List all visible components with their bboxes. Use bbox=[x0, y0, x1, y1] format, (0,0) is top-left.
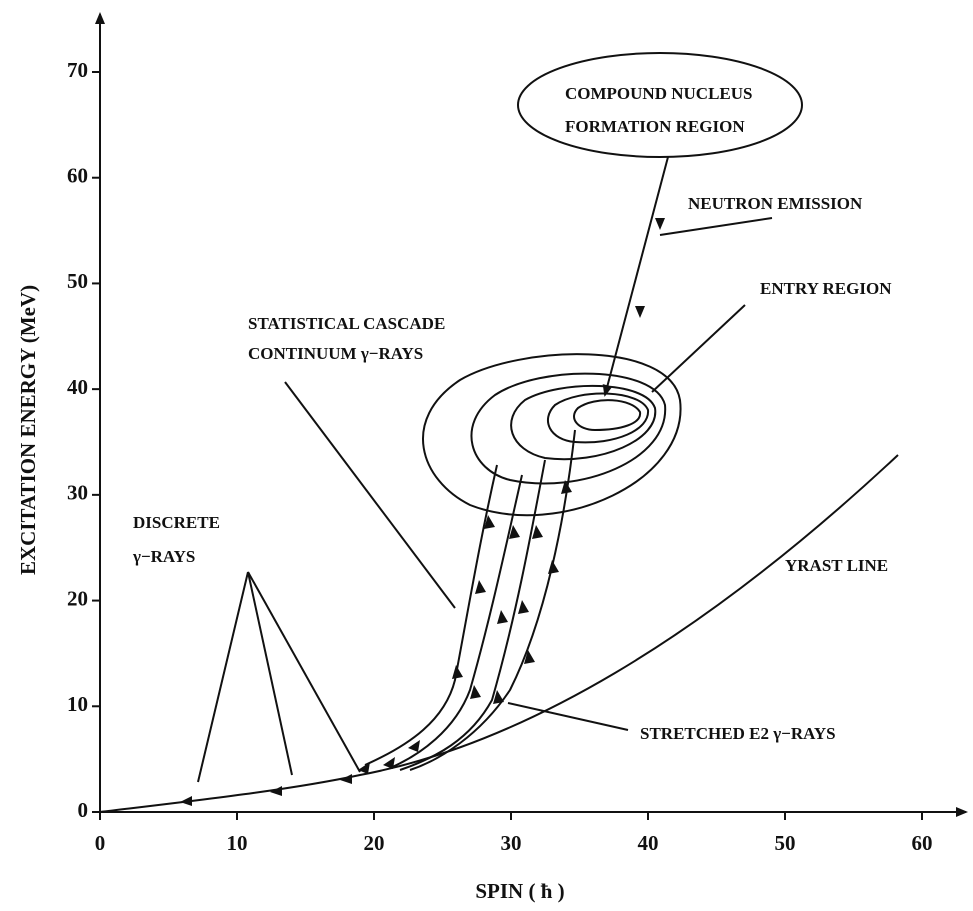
yrast-label: YRAST LINE bbox=[785, 556, 888, 575]
compound-label: COMPOUND NUCLEUS bbox=[565, 84, 752, 103]
contour bbox=[470, 372, 667, 485]
y-tick-label: 30 bbox=[67, 481, 88, 505]
contour bbox=[422, 353, 682, 517]
yrast-line bbox=[99, 454, 899, 813]
contour bbox=[546, 392, 650, 444]
arrowhead bbox=[655, 218, 665, 230]
stretched-label: STRETCHED E2 γ−RAYS bbox=[640, 724, 836, 743]
cascade bbox=[364, 464, 498, 766]
entry-region bbox=[422, 353, 682, 517]
discrete-label: DISCRETE bbox=[133, 513, 220, 532]
pointer bbox=[284, 381, 456, 609]
y-tick-label: 20 bbox=[67, 586, 88, 610]
y-axis-label: EXCITATION ENERGY (MeV) bbox=[16, 285, 40, 575]
entry-label: ENTRY REGION bbox=[760, 279, 892, 298]
contour bbox=[573, 399, 642, 432]
contour bbox=[510, 384, 657, 461]
statistical-label: STATISTICAL CASCADE bbox=[248, 314, 445, 333]
pointer bbox=[247, 571, 361, 773]
y-tick-label: 10 bbox=[67, 692, 88, 716]
cascade bbox=[399, 459, 546, 771]
pointer bbox=[651, 304, 746, 393]
arrowhead bbox=[635, 306, 645, 318]
pointer bbox=[659, 217, 773, 236]
statistical-label: CONTINUUM γ−RAYS bbox=[248, 344, 423, 363]
y-tick-label: 70 bbox=[67, 58, 88, 82]
x-tick-label: 30 bbox=[501, 831, 522, 855]
neutron-label: NEUTRON EMISSION bbox=[688, 194, 863, 213]
cascade bbox=[389, 474, 523, 769]
y-tick-label: 60 bbox=[67, 164, 88, 188]
y-tick-label: 50 bbox=[67, 269, 88, 293]
x-tick-label: 40 bbox=[638, 831, 659, 855]
y-tick-label: 40 bbox=[67, 375, 88, 399]
x-tick-label: 50 bbox=[775, 831, 796, 855]
y-tick-label: 0 bbox=[78, 798, 89, 822]
cascades bbox=[358, 429, 576, 774]
compound-label: FORMATION REGION bbox=[565, 117, 745, 136]
x-tick-label: 20 bbox=[364, 831, 385, 855]
x-tick-label: 10 bbox=[227, 831, 248, 855]
x-axis-label: SPIN ( ħ ) bbox=[475, 879, 564, 903]
compound-region bbox=[517, 52, 803, 158]
x-tick-label: 60 bbox=[912, 831, 933, 855]
pointer bbox=[197, 571, 249, 783]
emission-arrow bbox=[602, 156, 669, 397]
pointer bbox=[507, 702, 629, 731]
arrowheads bbox=[180, 774, 352, 806]
discrete-label: γ−RAYS bbox=[132, 547, 195, 566]
pointer bbox=[247, 571, 293, 776]
x-tick-label: 0 bbox=[95, 831, 106, 855]
axes: SPIN ( ħ ) EXCITATION ENERGY (MeV) 0 10 20… bbox=[16, 12, 968, 903]
